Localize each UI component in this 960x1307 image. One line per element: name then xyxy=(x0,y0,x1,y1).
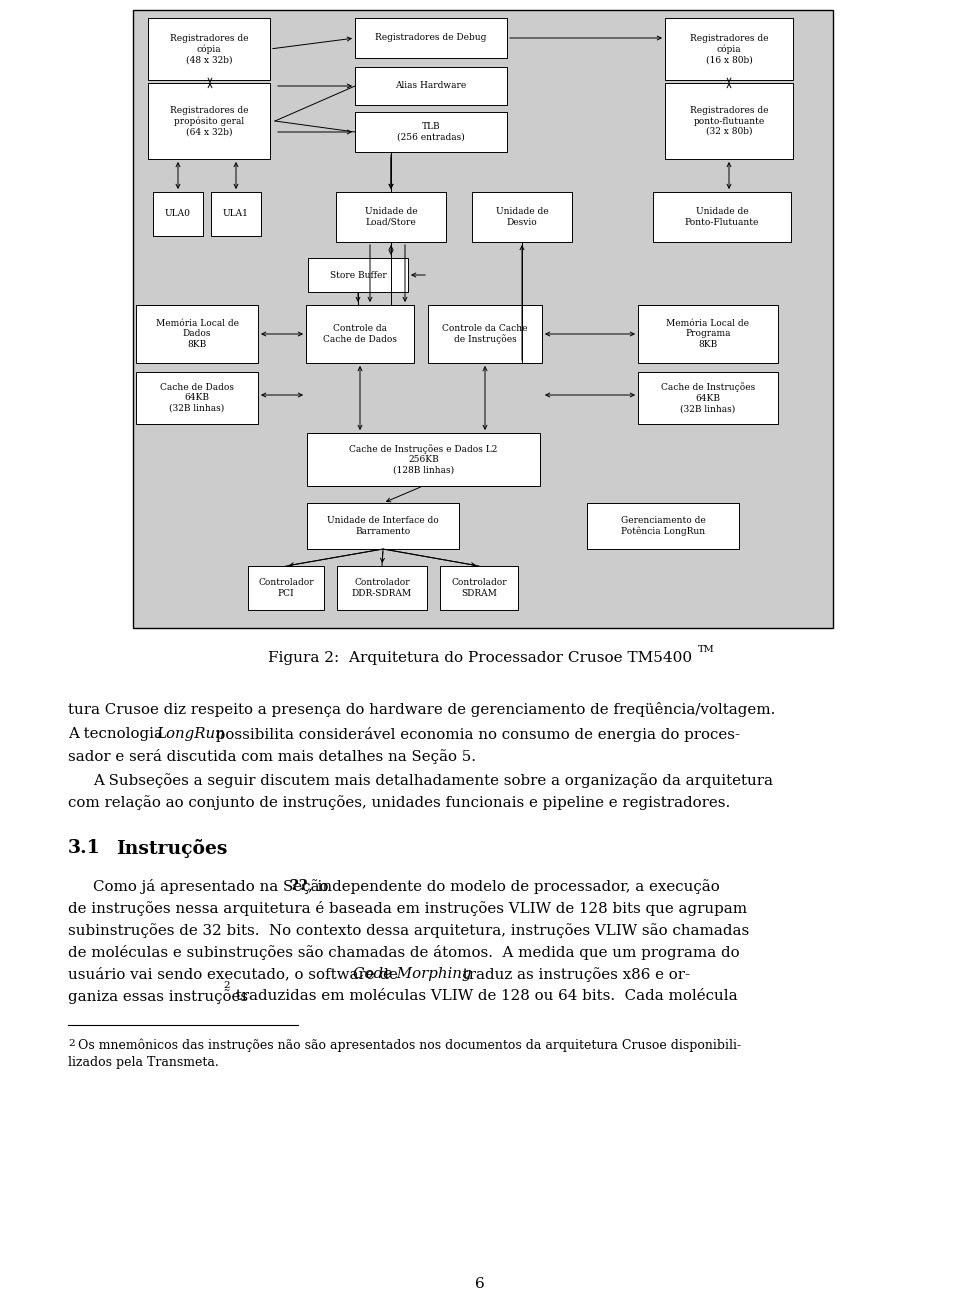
Bar xyxy=(211,192,261,237)
Bar xyxy=(307,503,459,549)
Bar xyxy=(148,18,270,80)
Bar xyxy=(148,84,270,159)
Text: Registradores de
propósito geral
(64 x 32b): Registradores de propósito geral (64 x 3… xyxy=(170,106,249,136)
Bar xyxy=(587,503,739,549)
Text: Alias Hardware: Alias Hardware xyxy=(396,81,467,90)
Bar xyxy=(136,305,258,363)
Text: TLB
(256 entradas): TLB (256 entradas) xyxy=(397,123,465,141)
Text: Code Morphing: Code Morphing xyxy=(353,967,471,982)
Bar xyxy=(133,10,833,627)
Bar xyxy=(306,305,414,363)
Text: Controle da Cache
de Instruções: Controle da Cache de Instruções xyxy=(443,324,528,344)
Text: Memória Local de
Dados
8KB: Memória Local de Dados 8KB xyxy=(156,319,238,349)
Text: Unidade de
Load/Store: Unidade de Load/Store xyxy=(365,208,418,226)
Bar xyxy=(336,192,446,242)
Bar xyxy=(440,566,518,610)
Text: subinstruções de 32 bits.  No contexto dessa arquitetura, instruções VLIW são ch: subinstruções de 32 bits. No contexto de… xyxy=(68,923,749,938)
Bar xyxy=(248,566,324,610)
Bar xyxy=(337,566,427,610)
Text: usuário vai sendo executado, o software de: usuário vai sendo executado, o software … xyxy=(68,967,402,982)
Text: LongRun: LongRun xyxy=(156,727,225,741)
Bar xyxy=(472,192,572,242)
Text: ??: ?? xyxy=(290,880,307,893)
Text: 3.1: 3.1 xyxy=(68,839,101,857)
Text: Registradores de
ponto-flutuante
(32 x 80b): Registradores de ponto-flutuante (32 x 8… xyxy=(689,106,768,136)
Text: lizados pela Transmeta.: lizados pela Transmeta. xyxy=(68,1056,219,1069)
Text: Unidade de Interface do
Barramento: Unidade de Interface do Barramento xyxy=(327,516,439,536)
Text: 2: 2 xyxy=(68,1039,75,1048)
Text: Controlador
PCI: Controlador PCI xyxy=(258,578,314,597)
Text: Cache de Instruções
64KB
(32B linhas): Cache de Instruções 64KB (32B linhas) xyxy=(660,383,756,413)
Bar xyxy=(308,257,408,291)
Text: Instruções: Instruções xyxy=(116,839,228,857)
Text: Figura 2:  Arquitetura do Processador Crusoe TM5400: Figura 2: Arquitetura do Processador Cru… xyxy=(268,651,692,665)
Text: Controlador
SDRAM: Controlador SDRAM xyxy=(451,578,507,597)
Text: Registradores de Debug: Registradores de Debug xyxy=(375,34,487,43)
Bar xyxy=(153,192,203,237)
Text: Memória Local de
Programa
8KB: Memória Local de Programa 8KB xyxy=(666,319,750,349)
Text: ULA0: ULA0 xyxy=(165,209,191,218)
Text: Gerenciamento de
Potência LongRun: Gerenciamento de Potência LongRun xyxy=(620,516,706,536)
Text: TM: TM xyxy=(698,646,715,655)
Text: sador e será discutida com mais detalhes na Seção 5.: sador e será discutida com mais detalhes… xyxy=(68,749,476,765)
Bar xyxy=(355,112,507,152)
Text: traduz as instruções x86 e or-: traduz as instruções x86 e or- xyxy=(458,967,690,982)
Text: de instruções nessa arquitetura é baseada em instruções VLIW de 128 bits que agr: de instruções nessa arquitetura é basead… xyxy=(68,901,747,916)
Bar xyxy=(653,192,791,242)
Text: Unidade de
Desvio: Unidade de Desvio xyxy=(495,208,548,226)
Bar xyxy=(355,18,507,58)
Text: Controlador
DDR-SDRAM: Controlador DDR-SDRAM xyxy=(352,578,412,597)
Text: Como já apresentado na Seção: Como já apresentado na Seção xyxy=(93,880,333,894)
Text: tura Crusoe diz respeito a presença do hardware de gerenciamento de freqüência/v: tura Crusoe diz respeito a presença do h… xyxy=(68,702,776,718)
Text: traduzidas em moléculas VLIW de 128 ou 64 bits.  Cada molécula: traduzidas em moléculas VLIW de 128 ou 6… xyxy=(231,989,737,1002)
Bar xyxy=(136,372,258,423)
Text: ganiza essas instruções: ganiza essas instruções xyxy=(68,989,248,1004)
Text: Unidade de
Ponto-Flutuante: Unidade de Ponto-Flutuante xyxy=(684,208,759,226)
Text: Controle da
Cache de Dados: Controle da Cache de Dados xyxy=(323,324,397,344)
Bar xyxy=(428,305,542,363)
Text: , independente do modelo de processador, a execução: , independente do modelo de processador,… xyxy=(308,880,720,894)
Bar xyxy=(638,305,778,363)
Text: possibilita considerável economia no consumo de energia do proces-: possibilita considerável economia no con… xyxy=(211,727,740,742)
Bar xyxy=(307,433,540,486)
Text: A tecnologia: A tecnologia xyxy=(68,727,168,741)
Text: de moléculas e subinstruções são chamadas de átomos.  A medida que um programa d: de moléculas e subinstruções são chamada… xyxy=(68,945,739,961)
Text: Cache de Instruções e Dados L2
256KB
(128B linhas): Cache de Instruções e Dados L2 256KB (12… xyxy=(349,444,497,474)
Text: Cache de Dados
64KB
(32B linhas): Cache de Dados 64KB (32B linhas) xyxy=(160,383,234,413)
Text: Registradores de
cópia
(48 x 32b): Registradores de cópia (48 x 32b) xyxy=(170,34,249,64)
Text: com relação ao conjunto de instruções, unidades funcionais e pipeline e registra: com relação ao conjunto de instruções, u… xyxy=(68,795,731,810)
Text: ULA1: ULA1 xyxy=(223,209,249,218)
Text: Os mnemônicos das instruções não são apresentados nos documentos da arquitetura : Os mnemônicos das instruções não são apr… xyxy=(78,1039,741,1052)
Text: Registradores de
cópia
(16 x 80b): Registradores de cópia (16 x 80b) xyxy=(689,34,768,64)
Text: A Subseções a seguir discutem mais detalhadamente sobre a organização da arquite: A Subseções a seguir discutem mais detal… xyxy=(93,772,773,788)
Bar xyxy=(638,372,778,423)
Bar xyxy=(665,18,793,80)
Bar xyxy=(355,67,507,105)
Text: Store Buffer: Store Buffer xyxy=(329,271,386,280)
Text: 2: 2 xyxy=(223,982,229,989)
Bar xyxy=(665,84,793,159)
Text: 6: 6 xyxy=(475,1277,485,1291)
